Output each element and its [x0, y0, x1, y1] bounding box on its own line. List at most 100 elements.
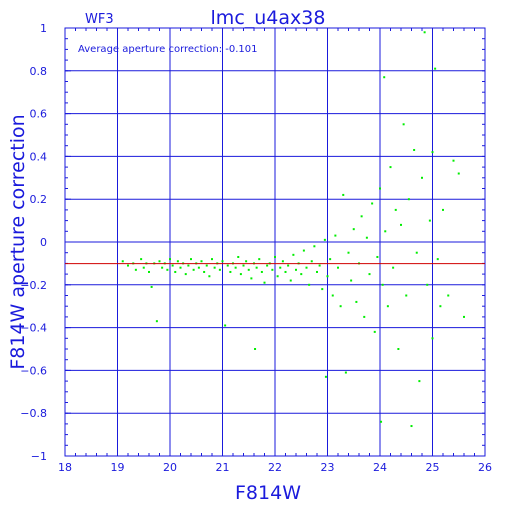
data-point [158, 260, 161, 263]
data-point [421, 176, 423, 179]
data-point [415, 251, 418, 254]
data-point [452, 159, 455, 162]
data-point [337, 266, 339, 269]
data-point [255, 266, 258, 269]
average-annotation: Average aperture correction: -0.101 [78, 44, 258, 55]
data-point [434, 67, 437, 70]
data-point [326, 275, 329, 278]
data-point [323, 238, 326, 241]
data-point [308, 283, 311, 286]
data-point [289, 279, 292, 282]
data-point [211, 258, 213, 261]
data-point [426, 283, 429, 286]
data-point [239, 273, 242, 276]
data-point [371, 202, 374, 205]
data-point [342, 193, 345, 196]
data-point [324, 375, 327, 378]
data-point [148, 270, 150, 273]
y-tick-label: 1 [40, 22, 47, 35]
data-point [295, 268, 297, 271]
y-tick-labels: −1 −0.8 −0.6 −0.4 −0.2 0 0.2 0.4 0.6 0.8 1 [20, 22, 47, 463]
chip-label: WF3 [85, 12, 114, 27]
data-point [274, 255, 276, 258]
data-point [250, 277, 253, 280]
data-point [394, 208, 397, 211]
data-point [169, 258, 171, 261]
data-point [397, 348, 400, 350]
data-point [376, 255, 379, 258]
y-tick-label: −0.8 [20, 407, 47, 420]
data-point [184, 273, 187, 276]
data-point [221, 260, 224, 263]
data-point [331, 294, 334, 297]
data-point [292, 253, 295, 256]
data-point [386, 305, 389, 308]
y-tick-label: −0.4 [20, 322, 47, 335]
data-point [405, 294, 408, 297]
y-tick-label: 0.8 [30, 65, 48, 78]
data-point [400, 223, 402, 226]
data-point [205, 264, 208, 267]
data-point [190, 258, 192, 261]
data-point [350, 279, 353, 282]
data-point [176, 260, 179, 263]
x-axis-label: F814W [235, 482, 301, 504]
data-point [279, 266, 282, 269]
data-point [121, 260, 124, 263]
data-point [347, 251, 350, 254]
data-point [224, 324, 227, 327]
chart-title: lmc_u4ax38 [211, 7, 326, 29]
x-tick-label: 18 [58, 461, 72, 474]
y-tick-label: 0.6 [30, 108, 48, 121]
data-point [192, 268, 195, 271]
y-tick-label: 0.4 [30, 150, 48, 163]
y-tick-label: −0.2 [20, 279, 47, 292]
data-point [379, 187, 381, 190]
data-point [254, 348, 257, 350]
data-point [260, 270, 263, 273]
data-point [463, 315, 465, 318]
data-point [302, 249, 305, 252]
data-point [140, 258, 143, 261]
data-point [334, 234, 337, 237]
data-point [423, 31, 426, 34]
data-point [263, 281, 266, 284]
axis-ticks [64, 27, 486, 457]
data-point [431, 337, 434, 340]
data-point [389, 166, 392, 169]
x-tick-label: 21 [216, 461, 230, 474]
x-tick-label: 25 [426, 461, 440, 474]
y-tick-label: −0.6 [20, 364, 47, 377]
data-point [305, 266, 308, 269]
y-tick-label: −1 [31, 450, 47, 463]
data-point [127, 264, 129, 267]
data-points [121, 31, 465, 428]
data-point [208, 275, 211, 278]
data-point [380, 420, 383, 423]
data-point [142, 266, 145, 269]
data-point [410, 425, 413, 428]
grid [64, 27, 486, 457]
data-point [234, 266, 237, 269]
data-point [187, 264, 190, 267]
data-point [237, 255, 240, 258]
data-point [402, 123, 405, 126]
x-tick-label: 23 [321, 461, 335, 474]
data-point [276, 275, 279, 278]
data-point [344, 371, 347, 374]
data-point [203, 270, 206, 273]
data-point [213, 266, 216, 269]
data-point [218, 268, 221, 271]
data-point [384, 230, 387, 233]
data-point [171, 264, 174, 267]
data-point [245, 260, 248, 263]
data-point [310, 260, 313, 263]
data-point [431, 151, 434, 154]
data-point [200, 260, 203, 263]
data-point [428, 219, 431, 222]
data-point [247, 268, 250, 271]
data-point [381, 283, 384, 286]
y-tick-label: 0.2 [30, 193, 48, 206]
data-point [166, 268, 169, 271]
data-point [284, 270, 287, 273]
